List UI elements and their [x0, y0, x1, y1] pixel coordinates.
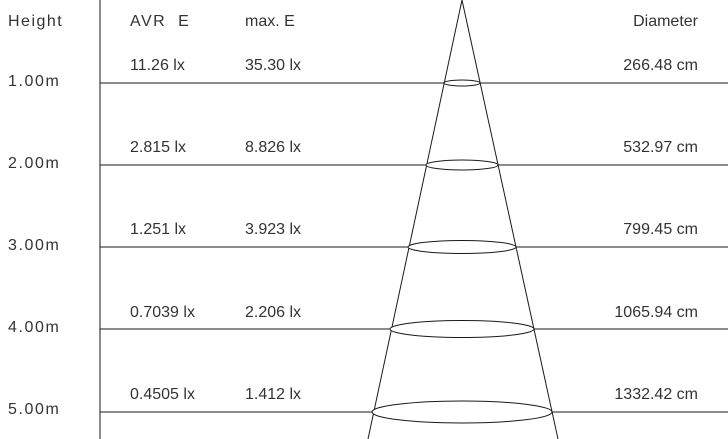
header-diameter: Diameter	[633, 13, 698, 30]
diameter-value-1: 266.48 cm	[623, 57, 698, 74]
height-label-1: 1.00m	[8, 73, 61, 90]
beam-ellipse-2	[425, 159, 499, 171]
header-max-e: max. E	[245, 13, 295, 30]
avr-e-value-1: 11.26 lx	[130, 57, 185, 74]
avr-e-value-2: 2.815 lx	[130, 139, 187, 156]
max-e-value-3: 3.923 lx	[245, 221, 302, 238]
avr-e-value-3: 1.251 lx	[130, 221, 187, 238]
diameter-value-3: 799.45 cm	[623, 221, 698, 238]
height-label-3: 3.00m	[8, 237, 61, 254]
diameter-value-2: 532.97 cm	[623, 139, 698, 156]
avr-e-value-5: 0.4505 lx	[130, 386, 195, 403]
beam-ellipse-5	[371, 400, 553, 424]
max-e-value-2: 8.826 lx	[245, 139, 302, 156]
max-e-value-4: 2.206 lx	[245, 304, 302, 321]
diameter-value-5: 1332.42 cm	[614, 386, 698, 403]
diameter-value-4: 1065.94 cm	[614, 304, 698, 321]
cone-left-edge	[367, 0, 463, 439]
beam-ellipse-3	[407, 240, 517, 254]
header-avr-e: AVR E	[130, 13, 191, 30]
header-height: Height	[8, 13, 64, 30]
avr-e-value-4: 0.7039 lx	[130, 304, 195, 321]
height-label-2: 2.00m	[8, 155, 61, 172]
beam-ellipse-1	[443, 79, 481, 87]
height-label-4: 4.00m	[8, 319, 61, 336]
cone-right-edge	[461, 0, 559, 439]
max-e-value-5: 1.412 lx	[245, 386, 302, 403]
max-e-value-1: 35.30 lx	[245, 57, 302, 74]
beam-ellipse-4	[389, 320, 535, 338]
height-label-5: 5.00m	[8, 401, 61, 418]
